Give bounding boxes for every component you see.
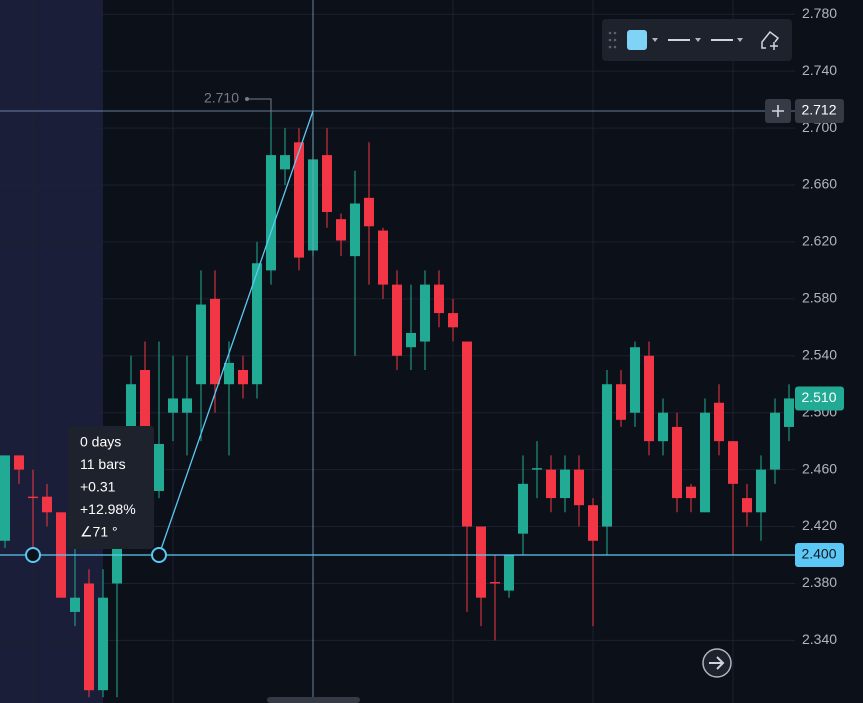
candle-body — [322, 155, 332, 213]
add-icon — [772, 105, 784, 117]
measure-tooltip-line: +12.98% — [80, 501, 136, 517]
candle-body — [42, 496, 52, 513]
candle-body — [532, 468, 542, 470]
candle-body — [714, 402, 724, 442]
candle-body — [210, 298, 220, 385]
candle-body — [0, 455, 10, 541]
candle-body — [224, 362, 234, 385]
y-tick-label: 2.660 — [802, 176, 837, 192]
clone-button[interactable] — [761, 30, 780, 50]
measure-tooltip — [68, 426, 154, 549]
candle-body — [252, 263, 262, 385]
candle-body — [238, 370, 248, 385]
candle-body — [644, 355, 654, 442]
candle-body — [154, 444, 164, 491]
candle-body — [434, 284, 444, 314]
candle-body — [784, 398, 794, 427]
candle-body — [420, 284, 430, 342]
measure-tooltip-line: +0.31 — [80, 479, 116, 495]
overlay: 2.710 0 days 11 bars +0.31 +12.98% ∠71 ° — [0, 0, 795, 703]
candle-body — [112, 519, 122, 584]
candle-body — [476, 526, 486, 598]
candle-body — [672, 426, 682, 499]
candle-body — [126, 384, 136, 442]
y-tick-label: 2.620 — [802, 233, 837, 249]
high-marker-leader — [247, 98, 272, 114]
candle-body — [196, 304, 206, 385]
candle-body — [518, 483, 528, 534]
vertical-grid — [32, 0, 734, 703]
last-price-label-box — [795, 386, 844, 411]
trend-line — [158, 110, 314, 556]
candle-body — [770, 412, 780, 470]
y-tick-label: 2.780 — [802, 5, 837, 21]
high-marker-label: 2.710 — [204, 90, 239, 106]
measure-tooltip-line: ∠71 ° — [80, 524, 118, 540]
scrollbar[interactable] — [267, 697, 360, 703]
crosshair-price-label: 2.712 — [801, 102, 836, 118]
y-tick-label: 2.740 — [802, 62, 837, 78]
candle-body — [700, 412, 710, 513]
candle-body — [294, 142, 304, 258]
candle-body — [756, 469, 766, 513]
candle-body — [14, 455, 24, 470]
candle-body — [266, 155, 276, 271]
candle-body — [28, 496, 38, 499]
candle-body — [280, 155, 290, 170]
candle-body — [490, 582, 500, 584]
candle-body — [658, 412, 668, 442]
price-axis: 2.3402.3802.4202.4602.5002.5402.5802.620… — [765, 0, 863, 703]
candle-body — [630, 347, 640, 413]
candle-body — [602, 384, 612, 527]
candle-body — [686, 486, 696, 499]
candle-body — [84, 583, 94, 691]
y-tick-label: 2.460 — [802, 460, 837, 476]
candle-body — [504, 555, 514, 591]
color-button[interactable] — [627, 30, 647, 50]
crosshair-price-label-box — [795, 99, 844, 123]
measure-tooltip-line: 0 days — [80, 434, 121, 450]
candle-body — [378, 230, 388, 285]
candle-body — [70, 597, 80, 612]
candle-body — [98, 597, 108, 691]
candle-body — [546, 469, 556, 499]
y-tick-label: 2.340 — [802, 631, 837, 647]
horizontal-line-label-box — [795, 543, 844, 567]
measure-tooltip-line: 11 bars — [80, 456, 126, 472]
candle-body — [182, 398, 192, 413]
y-tick-label: 2.380 — [802, 574, 837, 590]
line-handle — [25, 547, 41, 563]
horizontal-line-label: 2.400 — [801, 546, 836, 562]
line-handle — [151, 547, 167, 563]
candle-body — [364, 197, 374, 227]
candle-body — [406, 333, 416, 348]
candle-body — [728, 441, 738, 484]
y-tick-label: 2.580 — [802, 290, 837, 306]
drawing-toolbar — [602, 19, 792, 61]
candle-body — [392, 284, 402, 356]
candle-body — [462, 341, 472, 527]
candle-body — [140, 370, 150, 442]
candle-body — [560, 469, 570, 499]
candle-body — [616, 384, 626, 420]
y-tick-label: 2.420 — [802, 517, 837, 533]
candle-body — [742, 498, 752, 513]
last-price-label: 2.510 — [801, 389, 836, 405]
y-tick-label: 2.540 — [802, 346, 837, 362]
scroll-to-latest[interactable] — [702, 648, 732, 678]
candle-body — [336, 219, 346, 241]
candle-body — [168, 398, 178, 413]
candle-body — [350, 203, 360, 257]
candle-body — [574, 469, 584, 506]
candle-body — [448, 313, 458, 328]
candle-body — [588, 505, 598, 541]
